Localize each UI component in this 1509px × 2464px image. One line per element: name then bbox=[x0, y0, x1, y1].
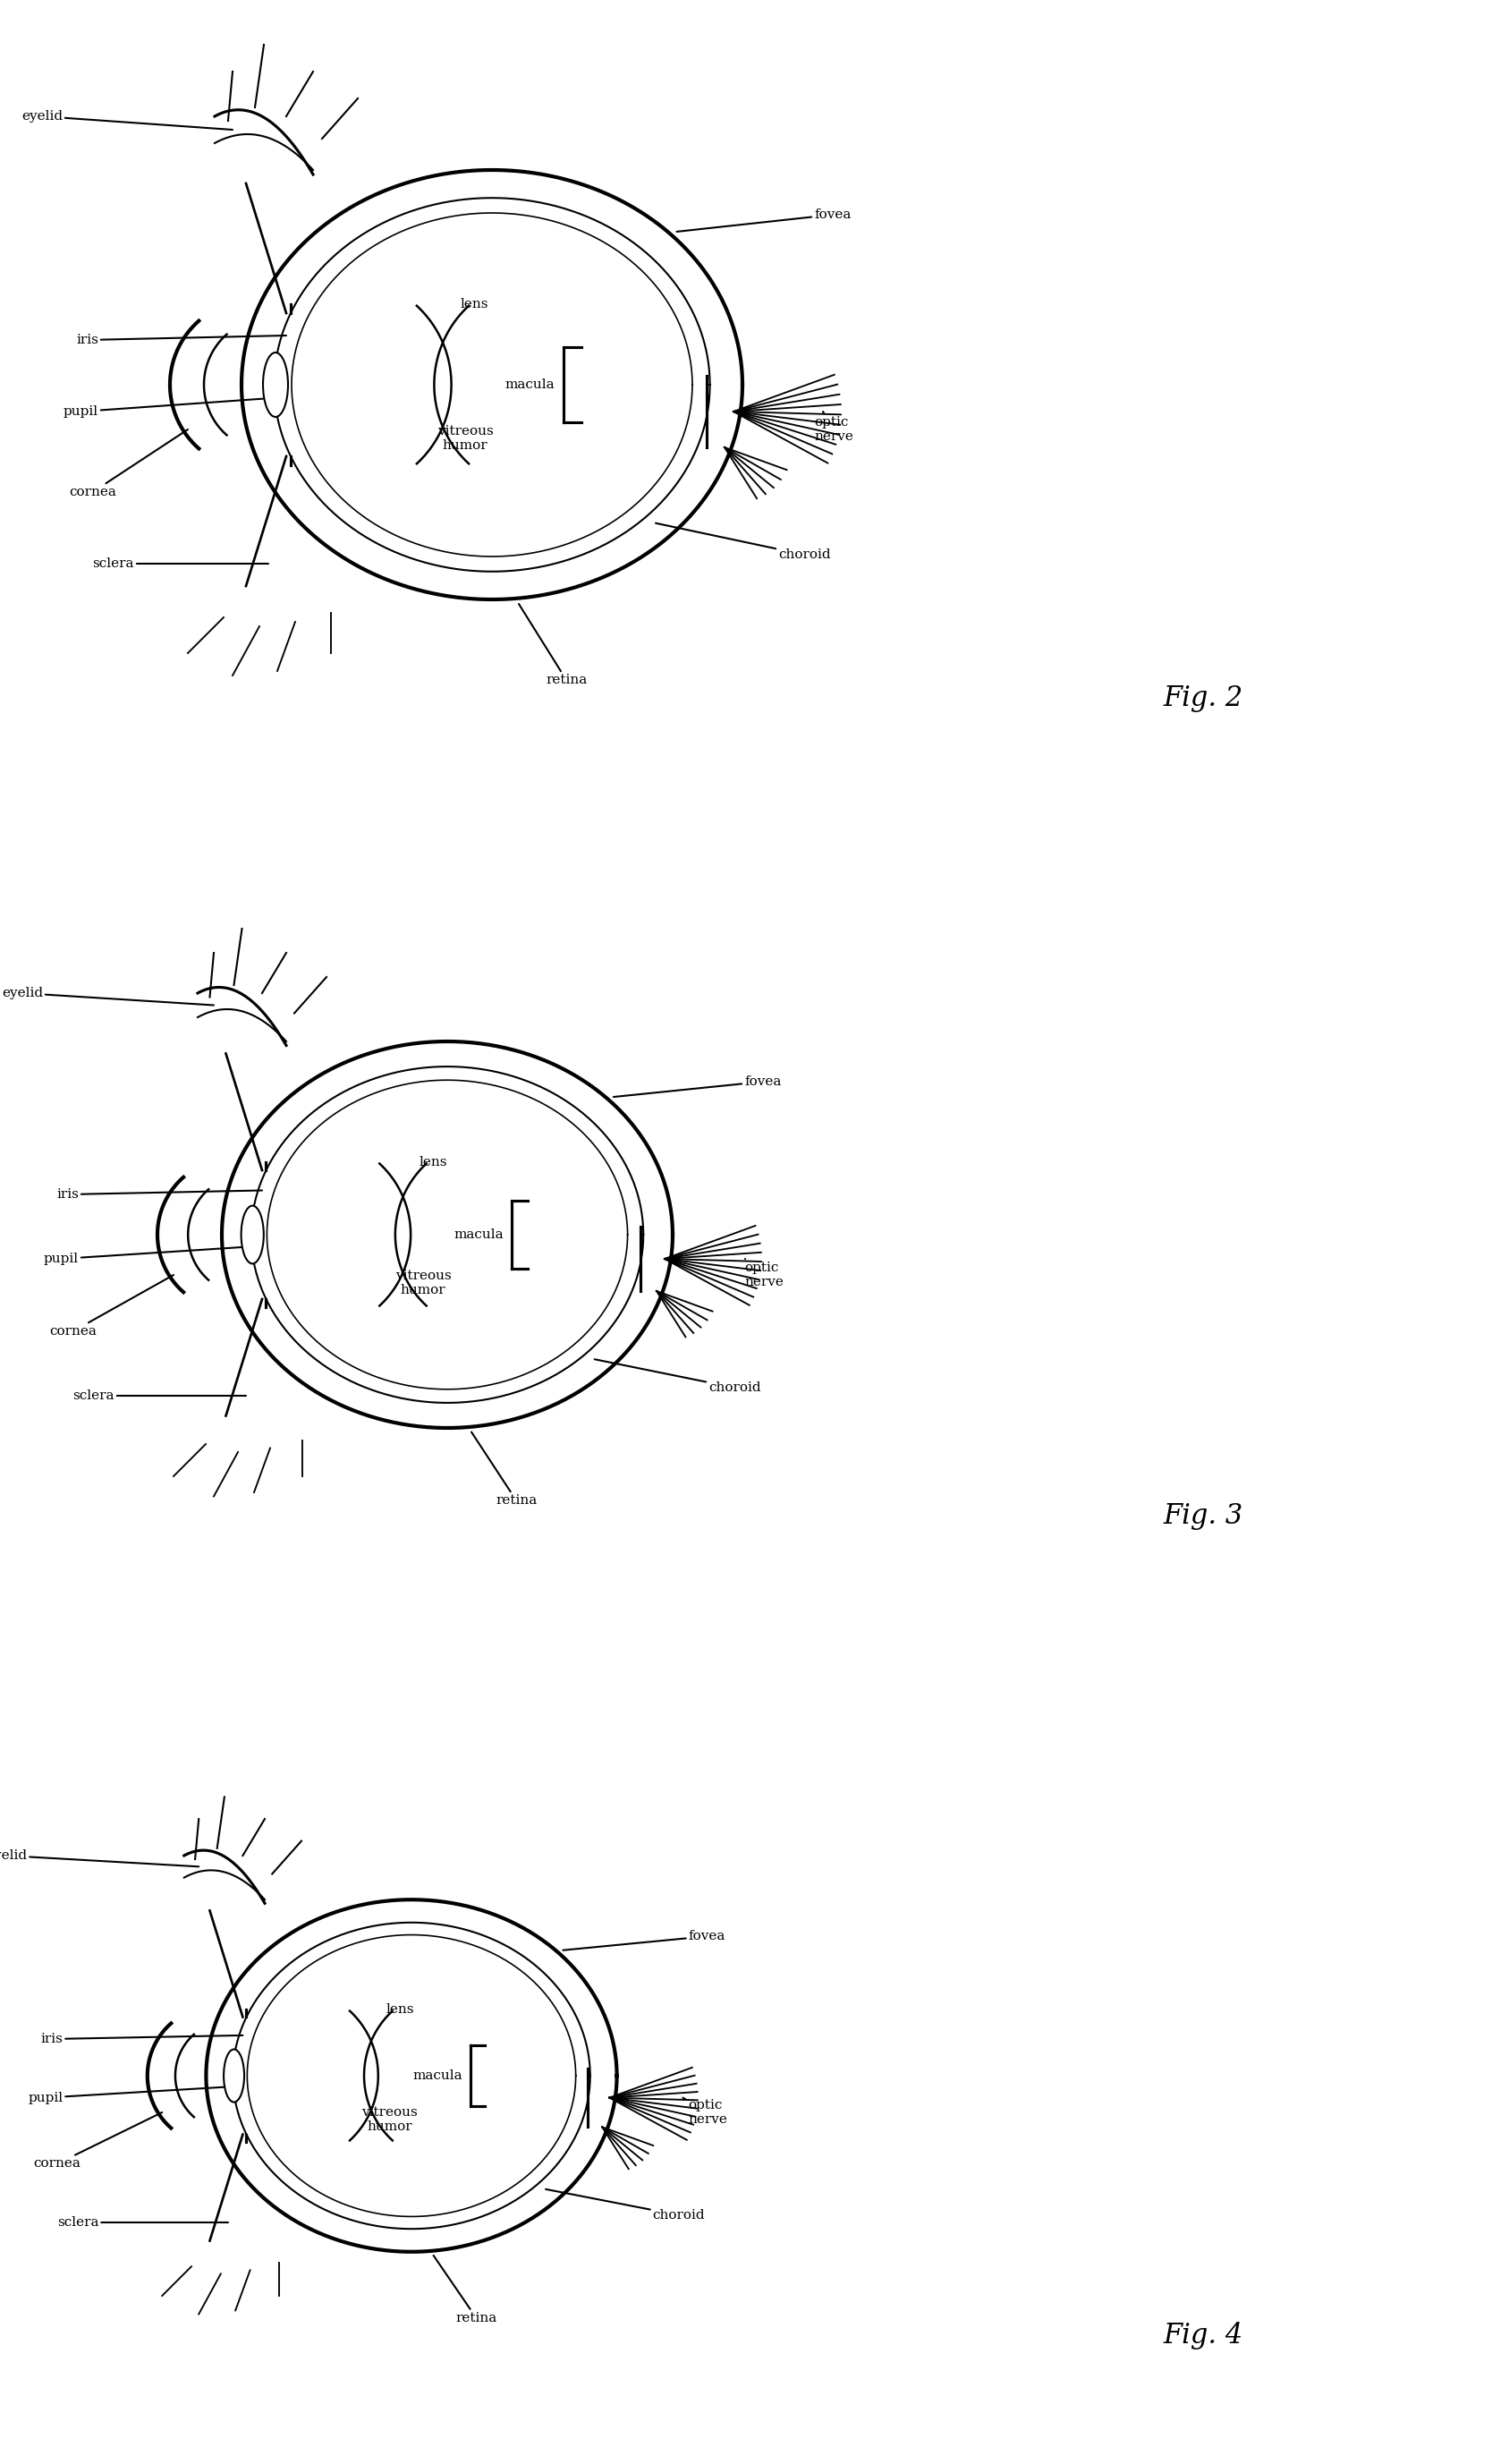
Text: retina: retina bbox=[519, 604, 587, 687]
Text: vitreous
humor: vitreous humor bbox=[361, 2107, 418, 2134]
Text: optic
nerve: optic nerve bbox=[684, 2097, 727, 2126]
Text: eyelid: eyelid bbox=[2, 988, 214, 1005]
Text: fovea: fovea bbox=[563, 1929, 726, 1949]
Text: choroid: choroid bbox=[595, 1360, 761, 1395]
Text: cornea: cornea bbox=[50, 1274, 174, 1338]
Ellipse shape bbox=[223, 2050, 244, 2102]
Text: macula: macula bbox=[506, 379, 555, 392]
Text: retina: retina bbox=[433, 2255, 496, 2324]
Text: pupil: pupil bbox=[63, 399, 272, 419]
Text: Fig. 4: Fig. 4 bbox=[1163, 2321, 1243, 2348]
Text: pupil: pupil bbox=[44, 1247, 249, 1264]
Text: Fig. 2: Fig. 2 bbox=[1163, 685, 1243, 712]
Text: lens: lens bbox=[386, 2003, 413, 2016]
Text: Fig. 3: Fig. 3 bbox=[1163, 1503, 1243, 1530]
Text: pupil: pupil bbox=[29, 2087, 231, 2104]
Text: sclera: sclera bbox=[92, 557, 269, 569]
Text: sclera: sclera bbox=[72, 1390, 246, 1402]
Text: sclera: sclera bbox=[57, 2215, 228, 2230]
Text: eyelid: eyelid bbox=[0, 1850, 199, 1868]
Text: macula: macula bbox=[413, 2070, 463, 2082]
Text: iris: iris bbox=[75, 333, 287, 347]
Text: macula: macula bbox=[454, 1230, 504, 1242]
Text: optic
nerve: optic nerve bbox=[813, 411, 853, 444]
Text: cornea: cornea bbox=[69, 429, 187, 498]
Ellipse shape bbox=[263, 352, 288, 416]
Text: choroid: choroid bbox=[655, 522, 830, 562]
Text: choroid: choroid bbox=[546, 2188, 705, 2223]
Text: lens: lens bbox=[420, 1156, 447, 1168]
Text: fovea: fovea bbox=[676, 209, 851, 232]
Text: vitreous
humor: vitreous humor bbox=[438, 424, 493, 451]
Text: cornea: cornea bbox=[33, 2112, 161, 2171]
Text: eyelid: eyelid bbox=[21, 111, 232, 131]
Text: iris: iris bbox=[56, 1188, 263, 1200]
Text: iris: iris bbox=[41, 2033, 243, 2045]
Text: vitreous
humor: vitreous humor bbox=[395, 1269, 451, 1296]
Ellipse shape bbox=[241, 1205, 264, 1264]
Text: lens: lens bbox=[460, 298, 489, 310]
Text: optic
nerve: optic nerve bbox=[744, 1259, 783, 1289]
Text: fovea: fovea bbox=[614, 1074, 782, 1096]
Text: retina: retina bbox=[471, 1432, 537, 1506]
